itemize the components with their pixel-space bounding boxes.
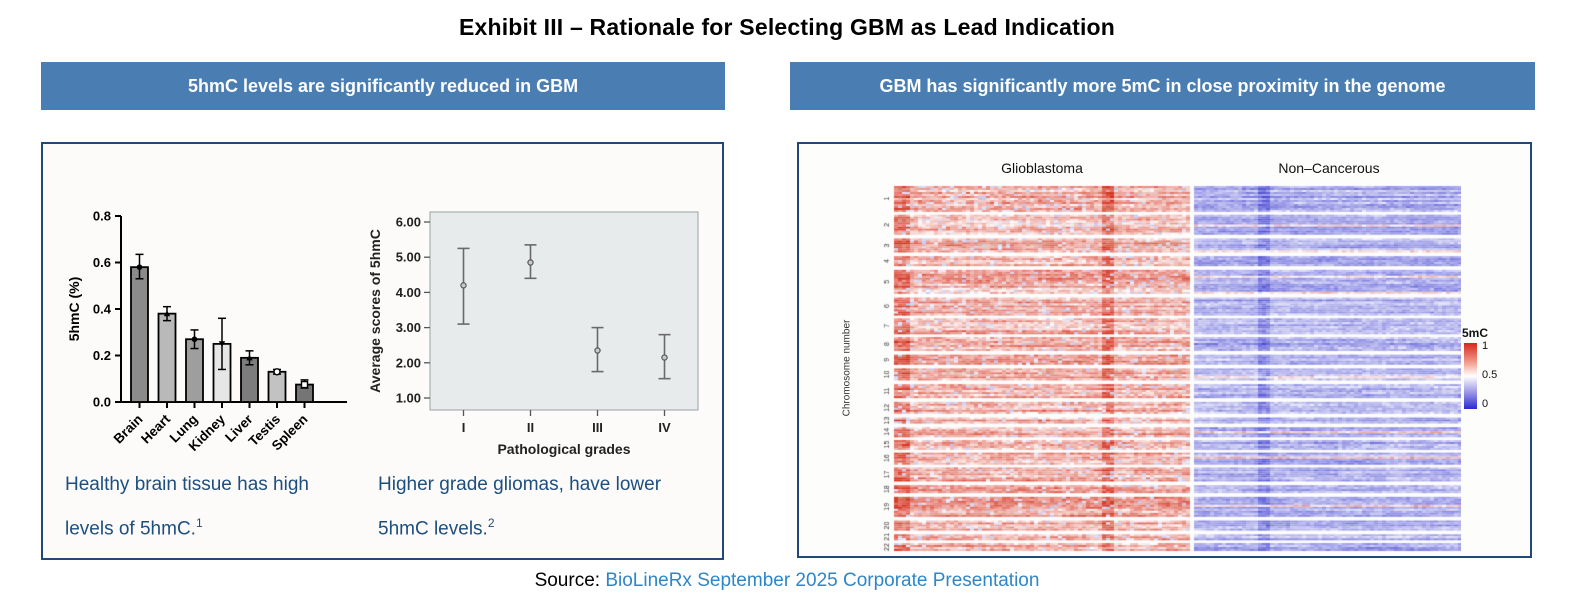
svg-text:1.00: 1.00 xyxy=(396,391,421,406)
svg-text:5.00: 5.00 xyxy=(396,250,421,265)
page-title: Exhibit III – Rationale for Selecting GB… xyxy=(458,14,1116,40)
svg-text:0.8: 0.8 xyxy=(93,209,111,224)
heatmap-5mc xyxy=(861,185,1461,552)
right-panel-header: GBM has significantly more 5mC in close … xyxy=(790,62,1535,110)
footnote-ref-1: 1 xyxy=(195,516,203,530)
svg-text:IV: IV xyxy=(658,420,671,435)
legend-tick-max: 1 xyxy=(1482,340,1489,352)
svg-text:Average scores of 5hmC: Average scores of 5hmC xyxy=(368,229,383,393)
svg-text:0.6: 0.6 xyxy=(93,255,111,270)
heatmap-column-title-glioblastoma: Glioblastoma xyxy=(1001,160,1083,176)
svg-text:0.4: 0.4 xyxy=(93,302,112,317)
source-link[interactable]: BioLineRx September 2025 Corporate Prese… xyxy=(605,570,1040,591)
heatmap-legend: 5mC 1 0.5 0 xyxy=(1462,326,1522,410)
legend-title: 5mC xyxy=(1462,326,1489,340)
legend-body: 1 0.5 0 xyxy=(1462,340,1522,410)
caption-healthy-brain: Healthy brain tissue has high levels of … xyxy=(65,466,309,548)
caption-line: Higher grade gliomas, have lower xyxy=(378,474,662,495)
legend-tick-min: 0 xyxy=(1482,398,1489,410)
svg-text:I: I xyxy=(462,420,466,435)
caption-line: 5hmC levels.2 xyxy=(378,516,495,540)
svg-text:Heart: Heart xyxy=(138,411,173,446)
left-panel: 0.0 0.2 0.4 0.6 0.8 5hmC (%) Brain Heart Lung Kid… xyxy=(41,142,724,560)
svg-text:III: III xyxy=(592,420,603,435)
svg-text:Pathological grades: Pathological grades xyxy=(497,441,630,457)
legend-tick-mid: 0.5 xyxy=(1482,369,1498,381)
svg-text:6.00: 6.00 xyxy=(396,215,421,230)
caption-higher-grade: Higher grade gliomas, have lower 5hmC le… xyxy=(378,466,661,548)
footnote-ref-2: 2 xyxy=(487,516,495,530)
svg-text:II: II xyxy=(527,420,534,435)
left-panel-header: 5hmC levels are significantly reduced in… xyxy=(41,62,725,110)
svg-text:0.0: 0.0 xyxy=(93,395,111,410)
errorbar-chart-pathological-grades: 1.00 2.00 3.00 4.00 5.00 6.00 Average scores o… xyxy=(368,211,699,457)
svg-text:3.00: 3.00 xyxy=(396,320,421,335)
heatmap-column-title-noncancerous: Non–Cancerous xyxy=(1278,160,1380,176)
svg-text:2.00: 2.00 xyxy=(396,355,421,370)
heatmap-ylabel: Chromosome number xyxy=(841,319,853,417)
source-prefix: Source: xyxy=(534,570,601,591)
svg-text:5hmC (%): 5hmC (%) xyxy=(66,277,82,342)
svg-text:4.00: 4.00 xyxy=(396,285,421,300)
colorbar-gradient xyxy=(1464,343,1477,409)
source-line: Source: BioLineRx September 2025 Corpora… xyxy=(0,570,1574,592)
svg-text:0.2: 0.2 xyxy=(93,348,111,363)
caption-line: Healthy brain tissue has high xyxy=(65,474,309,495)
right-panel: Glioblastoma Non–Cancerous Chromosome nu… xyxy=(797,142,1532,558)
svg-text:Brain: Brain xyxy=(111,412,146,447)
caption-line: levels of 5hmC.1 xyxy=(65,516,203,540)
